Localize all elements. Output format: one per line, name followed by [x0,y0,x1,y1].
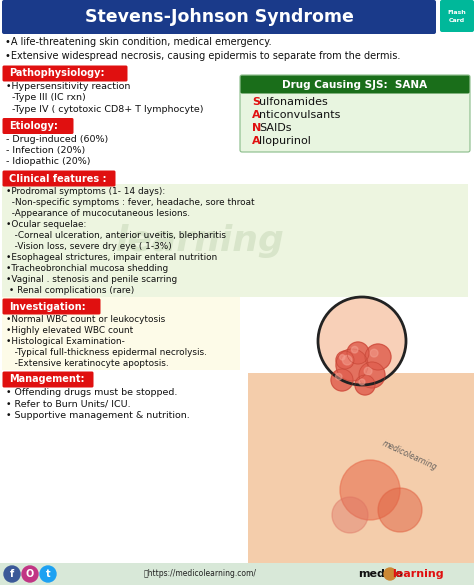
Circle shape [336,351,354,369]
Circle shape [359,379,365,385]
Text: N: N [252,123,261,133]
Text: -Type IV ( cytotoxic CD8+ T lymphocyte): -Type IV ( cytotoxic CD8+ T lymphocyte) [6,105,203,114]
Text: learning: learning [392,569,444,579]
Circle shape [22,566,38,582]
Circle shape [318,297,406,385]
Circle shape [340,460,400,520]
Text: A: A [252,136,261,146]
Text: • Renal complications (rare): • Renal complications (rare) [6,286,134,295]
FancyBboxPatch shape [240,75,470,152]
Text: • Refer to Burn Units/ ICU.: • Refer to Burn Units/ ICU. [6,400,131,408]
Circle shape [336,373,342,380]
Text: A: A [252,110,261,120]
Text: -Vision loss, severe dry eye ( 1-3%): -Vision loss, severe dry eye ( 1-3%) [6,242,172,251]
Text: Pathophysiology:: Pathophysiology: [9,68,104,78]
Text: - Idiopathic (20%): - Idiopathic (20%) [6,157,91,167]
FancyBboxPatch shape [2,184,468,297]
Text: Flash: Flash [447,9,466,15]
Circle shape [351,346,358,353]
Text: -Non-specific symptoms : fever, headache, sore throat: -Non-specific symptoms : fever, headache… [6,198,255,207]
Text: •Normal WBC count or leukocytosis: •Normal WBC count or leukocytosis [6,315,165,324]
Circle shape [347,342,369,364]
Text: SAIDs: SAIDs [259,123,292,133]
Text: learning: learning [116,223,284,257]
Text: • Offending drugs must be stopped.: • Offending drugs must be stopped. [6,388,177,397]
Text: O: O [26,569,34,579]
Text: Stevens-Johnson Syndrome: Stevens-Johnson Syndrome [84,8,354,26]
Text: -Corneal ulceration, anterior uveitis, blepharitis: -Corneal ulceration, anterior uveitis, b… [6,231,226,240]
FancyBboxPatch shape [2,0,436,34]
Text: - Drug-induced (60%): - Drug-induced (60%) [6,135,108,143]
Text: •Hypersensitivity reaction: •Hypersensitivity reaction [6,82,130,91]
Text: -Extensive keratinocyte apoptosis.: -Extensive keratinocyte apoptosis. [6,359,169,368]
Text: •A life-threatening skin condition, medical emergency.: •A life-threatening skin condition, medi… [5,37,272,47]
Circle shape [359,362,385,388]
Text: • Supportive management & nutrition.: • Supportive management & nutrition. [6,411,190,420]
Text: Card: Card [449,18,465,22]
Circle shape [364,367,372,375]
FancyBboxPatch shape [240,75,470,94]
Circle shape [355,375,375,395]
Text: t: t [46,569,50,579]
FancyBboxPatch shape [2,371,93,387]
Text: •Esophageal strictures, impair enteral nutrition: •Esophageal strictures, impair enteral n… [6,253,217,262]
FancyBboxPatch shape [2,66,128,81]
Text: -Typical full-thickness epidermal necrolysis.: -Typical full-thickness epidermal necrol… [6,348,207,357]
Text: -Type III (IC rxn): -Type III (IC rxn) [6,94,86,102]
Text: Management:: Management: [9,374,84,384]
Circle shape [4,566,20,582]
Text: Investigation:: Investigation: [9,301,86,311]
Circle shape [40,566,56,582]
Text: f: f [10,569,14,579]
FancyBboxPatch shape [440,0,474,32]
Text: - Infection (20%): - Infection (20%) [6,146,85,155]
Circle shape [384,568,396,580]
FancyBboxPatch shape [2,170,116,187]
Text: Etiology:: Etiology: [9,121,58,131]
Circle shape [332,497,368,533]
Text: ⓘhttps://medicolearning.com/: ⓘhttps://medicolearning.com/ [144,570,256,579]
Circle shape [342,356,352,365]
Circle shape [331,369,353,391]
Text: •Ocular sequelae:: •Ocular sequelae: [6,220,86,229]
FancyBboxPatch shape [2,297,240,370]
Polygon shape [248,373,474,563]
Text: •Prodromal symptoms (1- 14 days):: •Prodromal symptoms (1- 14 days): [6,187,165,196]
Text: •Histological Examination-: •Histological Examination- [6,337,125,346]
FancyBboxPatch shape [0,563,474,585]
Text: Drug Causing SJS:  SANA: Drug Causing SJS: SANA [283,80,428,90]
FancyBboxPatch shape [2,298,100,315]
Text: medico: medico [358,569,403,579]
Text: •Tracheobronchial mucosa shedding: •Tracheobronchial mucosa shedding [6,264,168,273]
Text: S: S [252,97,260,107]
Text: •Extensive widespread necrosis, causing epidermis to separate from the dermis.: •Extensive widespread necrosis, causing … [5,51,401,61]
Circle shape [370,349,378,357]
Text: llopurinol: llopurinol [259,136,311,146]
Text: nticonvulsants: nticonvulsants [259,110,340,120]
Text: Clinical features :: Clinical features : [9,174,107,184]
Circle shape [365,344,391,370]
Circle shape [378,488,422,532]
Text: -Appearance of mucocutaneous lesions.: -Appearance of mucocutaneous lesions. [6,209,190,218]
Circle shape [339,355,345,360]
Text: medicolearning: medicolearning [381,438,439,472]
Text: ulfonamides: ulfonamides [259,97,328,107]
Circle shape [336,349,368,381]
Text: •Vaginal . stenosis and penile scarring: •Vaginal . stenosis and penile scarring [6,275,177,284]
FancyBboxPatch shape [2,118,73,134]
Text: •Highly elevated WBC count: •Highly elevated WBC count [6,326,133,335]
